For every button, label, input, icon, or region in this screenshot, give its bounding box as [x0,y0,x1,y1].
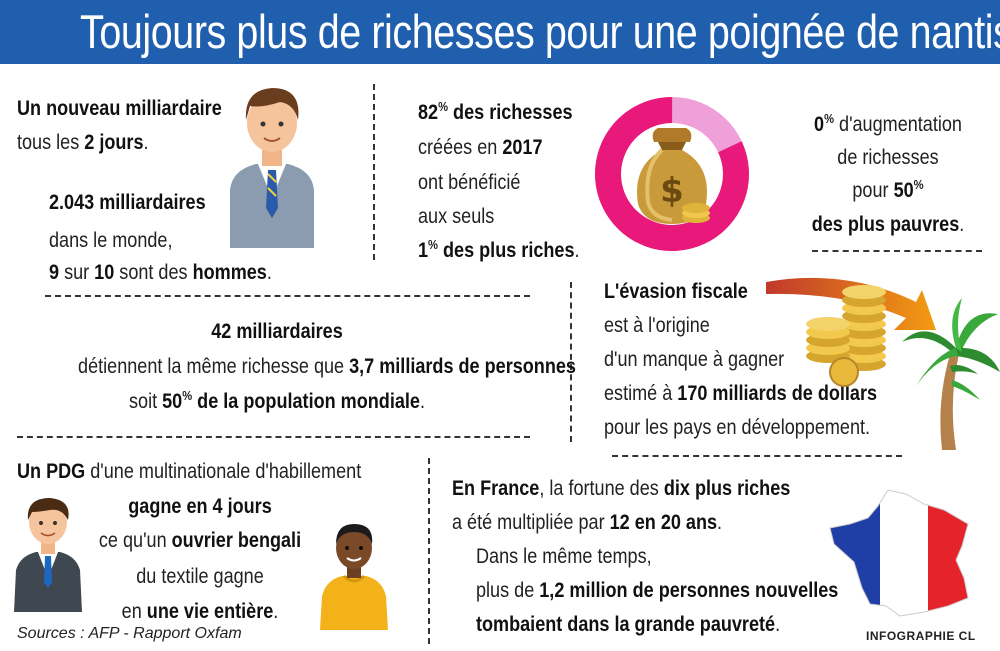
text: d'un manque à gagner [604,348,785,371]
text: une vie entière [146,600,274,623]
worker-icon [320,524,388,630]
text: plus de [476,579,540,602]
coins-icon [806,285,886,387]
arrow-icon [766,277,936,330]
text: % [428,237,438,252]
wealth-donut: $ [595,97,749,251]
text: sont des [114,261,193,284]
businessman-icon [230,88,314,248]
text: % [182,388,193,403]
divider-horizontal-right-top [812,250,982,252]
text: tombaient dans la grande pauvreté [476,613,776,636]
text: d'une multinationale d'habillement [85,460,362,483]
text: des plus riches [437,239,575,262]
text: pour [852,179,894,202]
text: aux seuls [418,205,495,228]
text: 12 en 20 ans [609,511,718,534]
text: . [574,239,580,262]
divider-horizontal-right-mid [612,455,902,457]
text: 2 jours [84,131,144,154]
text: 170 milliards de dollars [677,382,878,405]
text: du textile gagne [136,565,264,588]
text: L'évasion fiscale [604,280,748,303]
text: Dans le même temps, [476,545,652,568]
text: détiennent la même richesse que [78,355,350,378]
text: Un nouveau milliardaire [17,97,222,120]
text: , la fortune des [539,477,664,500]
text: a été multipliée par [452,511,610,534]
text: 10 [94,261,115,284]
divider-vertical-top [373,84,375,260]
france-map-icon [829,489,969,617]
divider-vertical-bottom [428,458,430,644]
text: est à l'origine [604,314,710,337]
text: . [419,390,425,413]
text: créées en [418,136,503,159]
divider-horizontal-2 [17,436,530,438]
svg-text:$: $ [660,171,684,211]
text: ce qu'un [98,529,172,552]
text: en [121,600,147,623]
text: estimé à [604,382,678,405]
text: 1 [418,239,429,262]
text: . [266,261,272,284]
text: hommes [192,261,267,284]
text: sur [59,261,95,284]
page-title: Toujours plus de richesses pour une poig… [80,5,1000,58]
text: 1,2 million de personnes nouvelles [539,579,839,602]
text: % [824,111,835,126]
tax-haven-illustration [766,277,1000,450]
ceo-icon [14,498,82,612]
text: de richesses [837,146,939,169]
text: 82 [418,101,439,124]
text: gagne en 4 jours [128,495,272,518]
divider-vertical-mid [570,282,572,442]
text: 2.043 milliardaires [49,191,206,214]
text: dix plus riches [663,477,791,500]
text: tous les [17,131,85,154]
text: dans le monde, [49,229,173,252]
text: de la population mondiale [192,390,420,413]
text: des richesses [448,101,573,124]
credit: INFOGRAPHIE CL [866,629,976,643]
text: . [143,131,149,154]
text: 9 [49,261,60,284]
text: des plus pauvres [811,213,960,236]
text: 50 [162,390,183,413]
text: % [913,177,924,192]
sources: Sources : AFP - Rapport Oxfam [17,625,242,642]
text: . [959,213,965,236]
palm-tree-icon [902,298,1000,450]
text: % [438,99,449,114]
money-bag-icon: $ [637,128,710,224]
text: . [775,613,781,636]
text: ouvrier bengali [171,529,302,552]
text: . [273,600,279,623]
text: 42 milliardaires [211,320,343,343]
text: soit [129,390,163,413]
text: . [717,511,723,534]
title-bar [0,0,1000,64]
text: pour les pays en développement. [604,416,871,439]
text: 2017 [502,136,543,159]
text: En France [452,477,540,500]
divider-horizontal-1 [45,295,530,297]
text: ont bénéficié [418,171,521,194]
text: Un PDG [17,460,86,483]
text: 0 [814,113,825,136]
text: d'augmentation [834,113,962,136]
text: 50 [893,179,914,202]
text: 3,7 milliards de personnes [349,355,576,378]
donut-slice-rich [595,97,749,251]
